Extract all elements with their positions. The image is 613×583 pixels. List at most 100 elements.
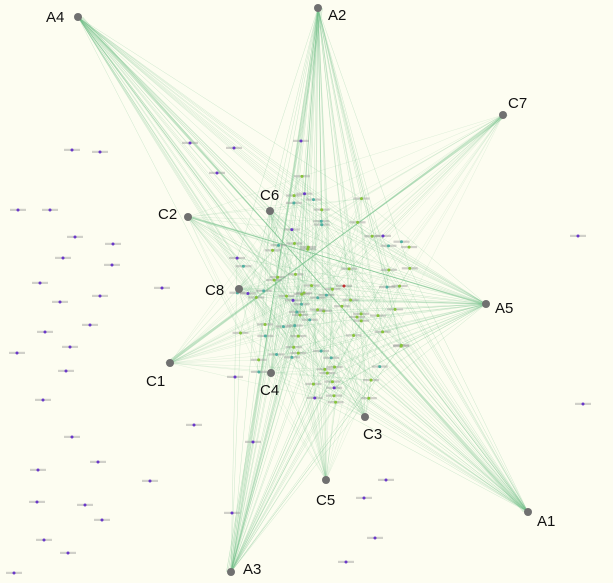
term-node-peripheral-29-dot	[192, 423, 196, 427]
edge-c1-246	[169, 326, 284, 364]
edge-c4-292	[270, 229, 293, 374]
term-node-peripheral-28	[227, 375, 243, 379]
edge-a1-365	[240, 332, 529, 513]
edge-bundle-3-0	[187, 216, 487, 305]
term-node-58	[300, 245, 317, 249]
term-node-54	[283, 228, 300, 232]
term-node-peripheral-13-dot	[88, 323, 92, 327]
hub-node-c8[interactable]: C8	[205, 282, 243, 299]
edge-bundle-0-0	[77, 16, 529, 513]
term-node-23	[393, 240, 410, 244]
edge-a5-212	[357, 222, 487, 305]
edge-c5-344	[303, 293, 327, 481]
term-node-peripheral-32-dot	[381, 234, 385, 238]
edge-a3-438	[230, 209, 322, 573]
term-node-peripheral-37	[378, 478, 394, 482]
term-node-26	[286, 194, 303, 198]
edge-a1-398	[334, 387, 529, 513]
hub-node-c2[interactable]: C2	[158, 206, 192, 223]
edge-a4-26	[77, 16, 238, 259]
hub-dot-a3	[227, 568, 235, 576]
edge-c1-256	[169, 362, 336, 403]
edge-a4-42	[77, 16, 362, 199]
edge-c2-164	[187, 216, 389, 271]
edge-a5-219	[350, 299, 487, 305]
edge-a5-222	[300, 303, 487, 316]
edge-a4-32	[77, 16, 293, 358]
hub-node-c5[interactable]: C5	[316, 476, 335, 509]
term-node-peripheral-19-dot	[96, 460, 100, 464]
edge-c6-136	[258, 210, 271, 360]
edge-c8-196	[238, 268, 350, 290]
edge-a2-48	[317, 7, 370, 399]
edge-a1-361	[256, 297, 529, 513]
hub-node-c7[interactable]: C7	[499, 95, 527, 119]
term-node-3-dot	[281, 325, 285, 329]
hub-node-c4[interactable]: C4	[260, 369, 279, 399]
edge-a4-35	[77, 16, 335, 368]
edge-c1-258	[169, 294, 327, 364]
term-node-peripheral-18-dot	[70, 435, 74, 439]
edge-a5-210	[353, 303, 487, 336]
hub-node-c1[interactable]: C1	[146, 359, 174, 390]
edge-a3-437	[230, 369, 325, 573]
edge-a3-416	[230, 285, 312, 573]
hub-node-a1[interactable]: A1	[524, 508, 555, 530]
edge-c8-184	[238, 288, 336, 403]
hub-dot-c8	[235, 285, 243, 293]
hub-node-c3[interactable]: C3	[361, 413, 382, 443]
hub-label-c1: C1	[146, 373, 165, 390]
edge-a3-407	[230, 296, 287, 573]
edge-c6-116	[269, 210, 284, 327]
edge-a2-72	[308, 7, 319, 248]
term-node-17-dot	[340, 304, 344, 308]
edge-a4-18	[77, 16, 305, 294]
edge-a5-208	[370, 303, 487, 381]
term-node-35	[235, 264, 252, 268]
term-node-peripheral-17-dot	[41, 398, 45, 402]
edge-c4-283	[270, 289, 333, 374]
edge-c2-166	[187, 216, 325, 370]
term-node-33-dot	[334, 400, 338, 404]
edge-a3-417	[230, 195, 295, 573]
term-node-peripheral-27	[6, 571, 22, 575]
edge-c5-332	[255, 297, 327, 481]
edge-bundle-1-1	[168, 114, 505, 364]
term-node-peripheral-31	[224, 511, 240, 515]
term-node-72-dot	[276, 275, 280, 279]
edge-c5-359	[301, 176, 327, 481]
edge-c1-259	[169, 221, 322, 364]
edge-c3-308	[278, 245, 366, 418]
hub-node-a5[interactable]: A5	[482, 300, 513, 317]
term-node-76-dot	[359, 319, 363, 323]
edge-c7-97	[335, 114, 504, 403]
edge-c8-188	[238, 288, 362, 315]
edge-a1-368	[371, 236, 529, 513]
term-node-78	[285, 345, 302, 349]
term-node-peripheral-26	[60, 551, 76, 555]
hub-node-a2[interactable]: A2	[314, 4, 346, 24]
edge-c3-328	[258, 371, 366, 418]
edge-bundle-2-3	[226, 7, 323, 573]
edge-c4-280	[270, 202, 295, 374]
term-node-59-dot	[272, 278, 276, 282]
term-node-66	[316, 367, 333, 371]
term-node-16-dot	[352, 334, 356, 338]
term-node-75	[250, 370, 267, 374]
edge-c6-133	[269, 210, 293, 230]
edge-c5-339	[320, 351, 327, 481]
edge-a4-2	[77, 16, 383, 333]
term-node-peripheral-0	[64, 148, 80, 152]
edge-a5-239	[334, 303, 487, 389]
edge-a3-422	[230, 292, 305, 573]
edge-c7-89	[265, 114, 504, 337]
edge-a5-230	[377, 303, 487, 316]
edge-a1-364	[286, 295, 529, 513]
hub-node-a4[interactable]: A4	[46, 9, 82, 26]
hub-node-c6[interactable]: C6	[260, 187, 279, 215]
hub-node-a3[interactable]: A3	[227, 561, 261, 578]
edge-a2-47	[240, 7, 319, 334]
edge-c6-142	[269, 176, 303, 212]
edge-c5-335	[265, 335, 327, 481]
term-node-peripheral-33	[570, 234, 586, 238]
